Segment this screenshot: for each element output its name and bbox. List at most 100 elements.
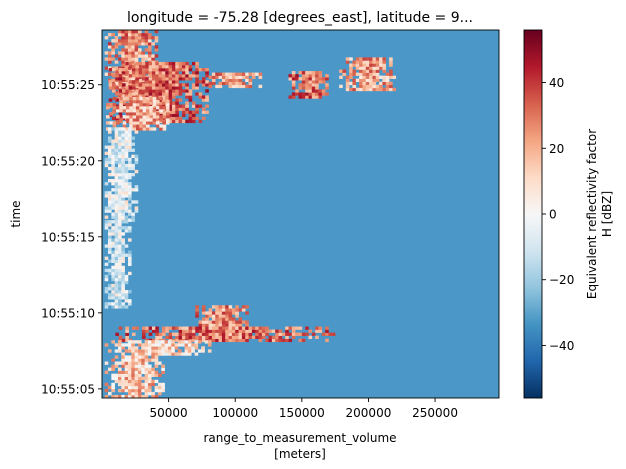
heatmap-cell bbox=[195, 107, 199, 111]
heatmap-cell bbox=[168, 116, 173, 121]
heatmap-cell bbox=[372, 84, 377, 89]
heatmap-cell bbox=[175, 77, 179, 81]
heatmap-cell bbox=[178, 61, 183, 66]
heatmap-cell bbox=[195, 92, 199, 96]
heatmap-cell bbox=[141, 361, 145, 365]
heatmap-cell bbox=[104, 244, 109, 248]
heatmap-cell bbox=[171, 74, 176, 78]
heatmap-cell bbox=[382, 81, 387, 86]
heatmap-cell bbox=[139, 112, 143, 116]
heatmap-cell bbox=[124, 290, 129, 294]
heatmap-cell bbox=[218, 320, 223, 324]
heatmap-cell bbox=[195, 77, 199, 81]
heatmap-cell bbox=[392, 87, 397, 92]
heatmap-cell bbox=[114, 293, 119, 297]
heatmap-cell bbox=[132, 102, 137, 107]
heatmap-cell bbox=[109, 121, 113, 125]
heatmap-cell bbox=[121, 206, 125, 210]
heatmap-cell bbox=[141, 83, 146, 87]
heatmap-cell bbox=[161, 101, 166, 105]
heatmap-cell bbox=[106, 127, 110, 131]
heatmap-cell bbox=[131, 394, 135, 398]
heatmap-cell bbox=[147, 352, 152, 356]
heatmap-cell bbox=[139, 121, 143, 125]
heatmap-cell bbox=[241, 72, 246, 76]
heatmap-cell bbox=[178, 335, 183, 339]
heatmap-cell bbox=[215, 72, 219, 76]
heatmap-cell bbox=[379, 57, 383, 61]
heatmap-cell bbox=[114, 179, 119, 183]
heatmap-cell bbox=[265, 332, 269, 336]
heatmap-cell bbox=[205, 74, 209, 78]
heatmap-cell bbox=[129, 109, 133, 113]
heatmap-cell bbox=[241, 75, 246, 79]
heatmap-cell bbox=[117, 200, 122, 204]
heatmap-cell bbox=[107, 229, 112, 233]
heatmap-cell bbox=[345, 78, 350, 82]
heatmap-cell bbox=[141, 352, 145, 356]
heatmap-cell bbox=[127, 139, 132, 143]
heatmap-cell bbox=[305, 326, 309, 330]
heatmap-cell bbox=[155, 71, 159, 75]
heatmap-cell bbox=[149, 121, 153, 125]
heatmap-cell bbox=[177, 349, 182, 353]
heatmap-cell bbox=[372, 78, 377, 82]
heatmap-cell bbox=[127, 182, 132, 186]
heatmap-cell bbox=[321, 77, 326, 81]
heatmap-cell bbox=[148, 86, 153, 90]
heatmap-cell bbox=[127, 191, 132, 195]
heatmap-cell bbox=[157, 391, 162, 396]
heatmap-cell bbox=[134, 367, 139, 371]
heatmap-cell bbox=[127, 391, 132, 396]
heatmap-cell bbox=[382, 78, 387, 82]
heatmap-cell bbox=[158, 61, 163, 66]
heatmap-cell bbox=[345, 75, 350, 79]
heatmap-cell bbox=[125, 329, 129, 333]
heatmap-cell bbox=[301, 80, 306, 84]
heatmap-cell bbox=[171, 68, 176, 72]
heatmap-cell bbox=[111, 51, 115, 55]
heatmap-cell bbox=[171, 332, 176, 336]
heatmap-cell bbox=[211, 314, 216, 318]
heatmap-cell bbox=[197, 349, 202, 353]
heatmap-cell bbox=[161, 83, 166, 87]
heatmap-cell bbox=[145, 109, 150, 113]
heatmap-cell bbox=[168, 119, 173, 124]
heatmap-cell bbox=[275, 338, 279, 343]
heatmap-cell bbox=[121, 241, 125, 245]
heatmap-cell bbox=[235, 314, 239, 318]
heatmap-cell bbox=[158, 74, 163, 78]
heatmap-cell bbox=[134, 206, 139, 210]
heatmap-cell bbox=[231, 308, 236, 312]
heatmap-cell bbox=[111, 256, 115, 260]
heatmap-cell bbox=[141, 385, 145, 390]
heatmap-cell bbox=[225, 81, 229, 86]
heatmap-cell bbox=[321, 89, 326, 93]
heatmap-cell bbox=[171, 86, 176, 90]
heatmap-cell bbox=[155, 86, 159, 90]
heatmap-cell bbox=[117, 130, 122, 134]
heatmap-cell bbox=[134, 157, 139, 162]
heatmap-cell bbox=[155, 115, 160, 119]
heatmap-cell bbox=[122, 109, 127, 113]
heatmap-cell bbox=[115, 98, 119, 102]
heatmap-cell bbox=[235, 75, 239, 79]
heatmap-cell bbox=[375, 69, 380, 73]
heatmap-cell bbox=[308, 92, 313, 96]
heatmap-cell bbox=[119, 102, 123, 107]
heatmap-cell bbox=[162, 127, 167, 131]
heatmap-cell bbox=[225, 305, 229, 309]
heatmap-cell bbox=[301, 77, 306, 81]
heatmap-cell bbox=[114, 394, 119, 398]
heatmap-cell bbox=[301, 92, 306, 96]
heatmap-cell bbox=[151, 346, 155, 350]
heatmap-cell bbox=[135, 61, 139, 66]
heatmap-cell bbox=[171, 92, 176, 96]
heatmap-cell bbox=[311, 89, 316, 93]
heatmap-cell bbox=[181, 89, 186, 93]
heatmap-cell bbox=[135, 118, 140, 122]
heatmap-cell bbox=[195, 71, 199, 75]
heatmap-cell bbox=[185, 61, 189, 66]
heatmap-cell bbox=[127, 226, 132, 230]
heatmap-cell bbox=[141, 64, 146, 69]
